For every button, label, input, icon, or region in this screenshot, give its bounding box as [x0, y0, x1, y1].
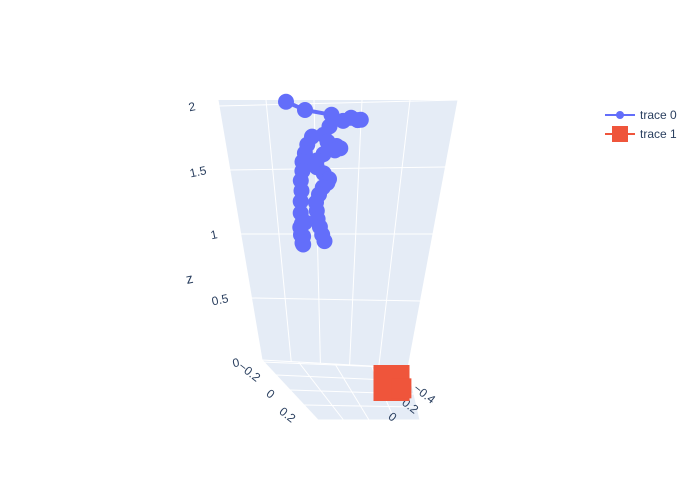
grid-line-floor	[407, 367, 421, 421]
grid-line-vertical	[265, 99, 292, 362]
x-tick-label: −0.2	[236, 359, 264, 385]
data-point-trace-0[interactable]	[335, 112, 352, 129]
z-tick-label: 1	[209, 227, 219, 242]
data-point-trace-1[interactable]	[391, 378, 412, 399]
z-tick-label: 1.5	[188, 163, 208, 180]
data-point-trace-0[interactable]	[278, 93, 294, 110]
legend: trace 0 trace 1	[605, 108, 677, 142]
data-point-trace-0[interactable]	[297, 214, 313, 231]
data-point-trace-0[interactable]	[349, 112, 366, 129]
grid-line-z	[228, 166, 446, 171]
x-tick-label: 0.2	[277, 404, 299, 426]
grid-line-vertical	[378, 99, 411, 367]
grid-line-floor	[303, 404, 418, 408]
grid-line-z	[217, 99, 459, 107]
z-tick-label: 0	[231, 355, 241, 370]
grid-line-floor	[334, 363, 370, 421]
grid-line-z	[250, 297, 421, 302]
legend-label-trace-0: trace 0	[640, 108, 677, 122]
data-point-trace-0[interactable]	[316, 233, 333, 250]
z-tick-label: 0.5	[210, 291, 230, 308]
z-axis-ticks: 0 0.5 1 1.5 2	[187, 99, 241, 370]
data-point-trace-0[interactable]	[297, 102, 313, 118]
z-tick-label: 2	[187, 99, 197, 114]
legend-marker-trace-0	[616, 111, 624, 119]
legend-item-trace-1[interactable]: trace 1	[605, 126, 677, 142]
z-axis-title: z	[184, 270, 194, 287]
grid-line-vertical	[407, 99, 459, 369]
legend-marker-trace-1	[612, 126, 628, 142]
grid-line-vertical	[349, 99, 363, 365]
grid-line-vertical	[217, 99, 263, 361]
series-trace-1[interactable]	[373, 365, 412, 401]
series-trace-0[interactable]	[278, 93, 369, 253]
legend-item-trace-0[interactable]: trace 0	[605, 108, 677, 122]
legend-label-trace-1: trace 1	[640, 127, 677, 141]
data-point-trace-0[interactable]	[292, 193, 309, 210]
x-tick-label: 0	[264, 386, 278, 401]
scene-grid	[217, 99, 459, 421]
